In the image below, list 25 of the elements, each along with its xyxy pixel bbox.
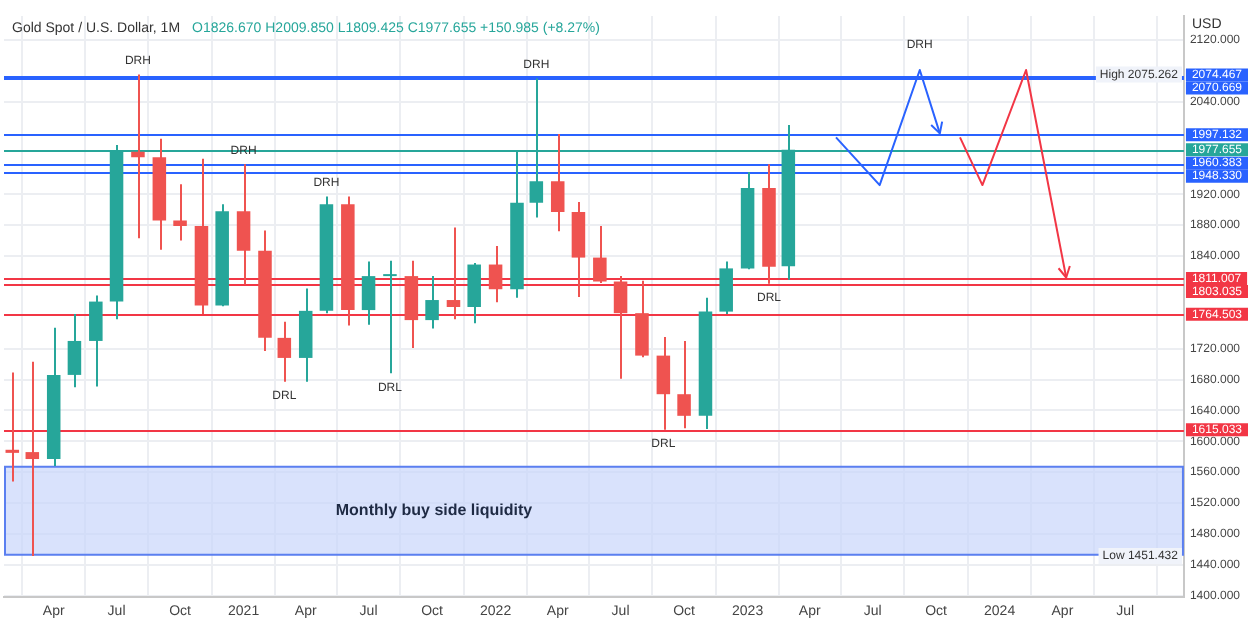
candlestick xyxy=(404,259,419,349)
candlestick xyxy=(173,183,187,242)
candlestick xyxy=(656,336,671,431)
candlestick xyxy=(677,339,691,430)
candlestick xyxy=(425,275,439,330)
candlestick xyxy=(719,260,733,315)
candlestick xyxy=(593,224,607,285)
candlestick xyxy=(236,163,251,286)
candlestick xyxy=(89,294,103,388)
candlestick xyxy=(361,260,376,326)
candlestick xyxy=(25,360,40,557)
candlestick xyxy=(550,133,565,233)
candlestick xyxy=(383,259,397,375)
candlestick xyxy=(635,279,649,359)
candlestick xyxy=(613,275,628,380)
candlestick xyxy=(298,287,313,383)
candlestick xyxy=(571,201,586,298)
candlestick xyxy=(67,312,82,389)
candlestick xyxy=(5,371,20,483)
candlestick xyxy=(488,245,503,304)
candlestick xyxy=(131,73,145,240)
candlestick xyxy=(446,226,461,321)
band-label: Monthly buy side liquidity xyxy=(335,501,534,520)
candlestick xyxy=(277,320,292,383)
candlestick xyxy=(467,261,481,325)
